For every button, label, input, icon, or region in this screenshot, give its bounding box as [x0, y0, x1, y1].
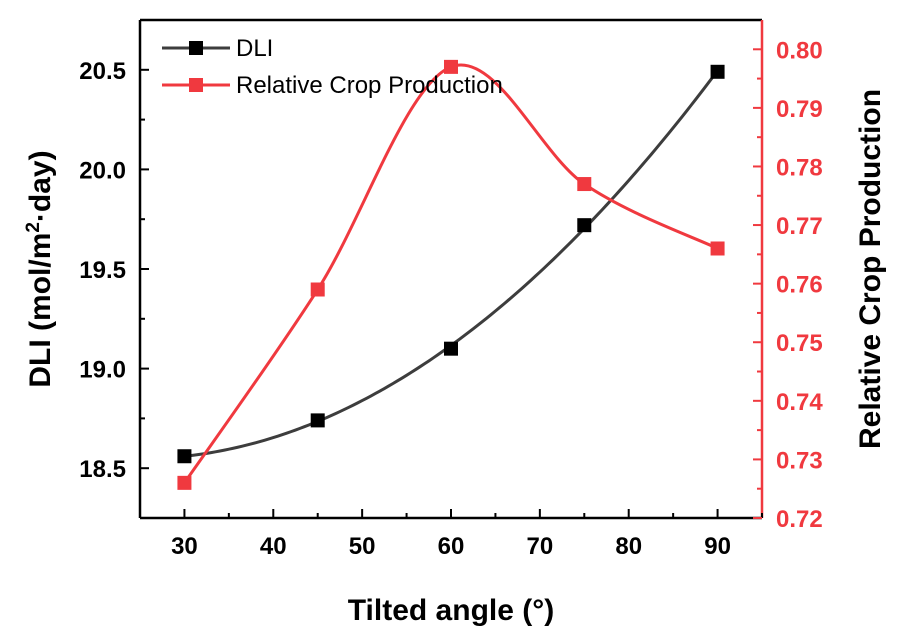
dli-point	[444, 341, 458, 356]
right-y-tick-label: 0.77	[776, 213, 823, 240]
left-y-tick-label: 20.0	[79, 157, 126, 184]
left-y-axis: 18.5 19.0 19.5 20.0 20.5	[79, 19, 149, 519]
relative-crop-production-point	[310, 282, 325, 297]
right-y-tick-label: 0.74	[776, 389, 823, 416]
right-y-tick-label: 0.78	[776, 154, 823, 181]
relative-crop-production-curve	[183, 63, 719, 484]
relative-crop-production-point	[710, 241, 725, 256]
x-axis: 30 40 50 60 70 80 90	[171, 509, 763, 560]
right-y-tick-label: 0.79	[776, 96, 823, 123]
dli-point	[577, 218, 592, 233]
fitted-curves	[183, 63, 719, 484]
dli-point	[710, 64, 725, 79]
dli-curve	[184, 69, 719, 458]
left-y-axis-title-suffix: ·day)	[24, 150, 57, 222]
relative-crop-production-point	[177, 475, 192, 490]
x-tick-label: 50	[349, 533, 376, 560]
legend: DLI Relative Crop Production	[162, 35, 503, 99]
legend-item-dli: DLI	[162, 35, 273, 62]
right-y-axis-title: Relative Crop Production	[854, 89, 887, 449]
legend-label-dli: DLI	[236, 35, 273, 62]
data-markers	[177, 59, 725, 490]
legend-label-relative-crop-production: Relative Crop Production	[236, 72, 503, 99]
right-y-tick-label: 0.75	[776, 330, 823, 357]
legend-item-relative-crop-production: Relative Crop Production	[162, 72, 503, 99]
x-tick-label: 40	[260, 533, 287, 560]
left-y-axis-title-prefix: DLI (mol/m	[24, 233, 57, 388]
left-y-tick-label: 19.5	[79, 257, 126, 284]
legend-marker-dli	[189, 41, 203, 55]
x-tick-label: 70	[527, 533, 554, 560]
x-tick-label: 60	[438, 533, 465, 560]
right-y-tick-label: 0.73	[776, 447, 823, 474]
x-axis-title: Tilted angle (°)	[348, 594, 554, 627]
x-tick-label: 80	[615, 533, 642, 560]
left-y-tick-label: 20.5	[79, 58, 126, 85]
x-tick-label: 30	[171, 533, 198, 560]
right-y-tick-label: 0.76	[776, 272, 823, 299]
right-y-tick-label: 0.80	[776, 37, 823, 64]
x-tick-label: 90	[704, 533, 731, 560]
dli-point	[310, 413, 325, 428]
left-y-axis-title: DLI (mol/m2·day)	[23, 150, 57, 387]
right-y-tick-label: 0.72	[776, 506, 823, 533]
dli-point	[177, 449, 192, 464]
relative-crop-production-point	[444, 59, 458, 74]
left-y-axis-title-superscript: 2	[23, 222, 44, 233]
legend-marker-relative-crop-production	[189, 78, 203, 92]
left-y-tick-label: 18.5	[79, 456, 126, 483]
left-y-tick-label: 19.0	[79, 357, 126, 384]
right-y-axis: 0.72 0.73 0.74 0.75 0.76 0.77 0.78 0.79 0.80	[753, 37, 823, 533]
relative-crop-production-point	[577, 177, 592, 192]
